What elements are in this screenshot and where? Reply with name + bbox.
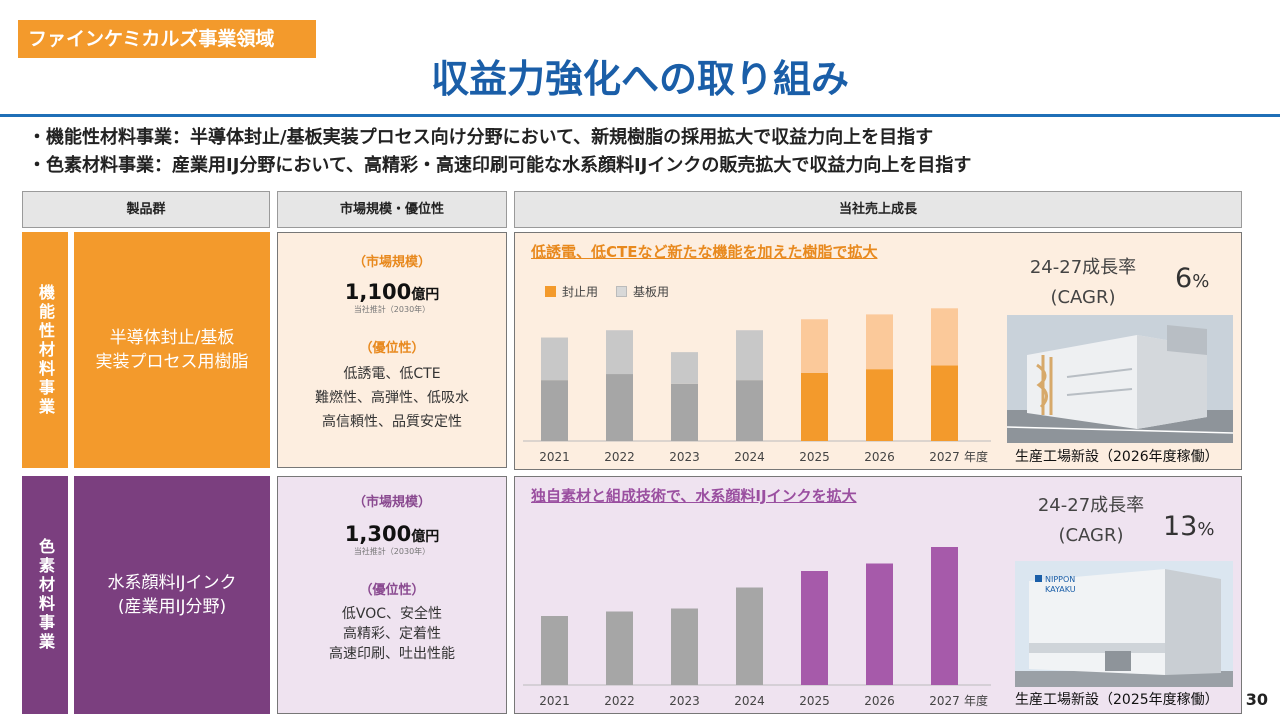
x-tick-label: 2026	[864, 694, 895, 708]
chart-bar-segment	[671, 352, 698, 384]
advantage-item: 難燃性、高弾性、低吸水	[315, 390, 469, 406]
legend-swatch	[545, 286, 556, 297]
bullet-list: ・機能性材料事業：半導体封止/基板実装プロセス向け分野において、新規樹脂の採用拡…	[28, 124, 971, 180]
chart-bar	[606, 611, 633, 685]
x-tick-label: 2024	[734, 694, 765, 708]
chart-bar-segment	[866, 369, 893, 441]
product-cell-resin: 半導体封止/基板 実装プロセス用樹脂	[74, 232, 270, 468]
chart-bar-segment	[671, 383, 698, 441]
legend-swatch	[616, 286, 628, 297]
advantage-item: 高速印刷、吐出性能	[329, 646, 455, 662]
market-size-label: （市場規模）	[352, 255, 431, 270]
section-tag: ファインケミカルズ事業領域	[18, 20, 316, 58]
factory-caption: 生産工場新設（2025年度稼働）	[1015, 692, 1219, 708]
chart-bar	[801, 571, 828, 685]
factory-image	[1007, 315, 1233, 443]
column-header-growth: 当社売上成長	[514, 191, 1242, 228]
chart-bar-segment	[866, 314, 893, 370]
x-tick-label: 2024	[734, 450, 765, 464]
product-cell-ink: 水系顔料IJインク (産業用IJ分野)	[74, 476, 270, 714]
chart-bar-segment	[801, 372, 828, 441]
x-axis-label: 年度	[964, 693, 988, 708]
category-label: 機能性材料事業	[36, 283, 55, 417]
column-header-market: 市場規模・優位性	[277, 191, 507, 228]
chart-legend: 封止用 基板用	[545, 283, 687, 300]
chart-bar	[866, 563, 893, 685]
market-cell-ink: （市場規模） 1,300億円 当社推計（2030年） （優位性） 低VOC、安全…	[277, 476, 507, 714]
chart-bar-segment	[736, 330, 763, 381]
chart-bar	[931, 547, 958, 685]
chart-bar-segment	[931, 308, 958, 366]
x-tick-label: 2026	[864, 450, 895, 464]
bar-chart-ink: 2021 2022 2023 2024 2025 2026 2027 年度	[523, 547, 991, 708]
bullet-functional-materials: ・機能性材料事業：半導体封止/基板実装プロセス向け分野において、新規樹脂の採用拡…	[28, 127, 934, 148]
growth-headline: 低誘電、低CTEなど新たな機能を加えた樹脂で拡大	[531, 243, 878, 261]
factory-image: NIPPON KAYAKU	[1015, 561, 1233, 687]
chart-bar-segment	[541, 380, 568, 441]
cagr-value: 13%	[1163, 511, 1215, 542]
legend-item-substrate: 基板用	[616, 283, 669, 300]
building-sign: KAYAKU	[1045, 585, 1076, 594]
factory-building-icon	[1007, 315, 1233, 443]
page-number: 30	[1245, 690, 1268, 709]
advantage-item: 低誘電、低CTE	[343, 366, 441, 382]
chart-bar	[541, 616, 568, 685]
chart-bar-segment	[801, 319, 828, 373]
market-size-value: 1,300億円	[344, 522, 440, 546]
cagr-label: 24-27成長率 (CAGR)	[1037, 495, 1145, 546]
building-sign: NIPPON	[1045, 575, 1075, 584]
market-cell-resin: （市場規模） 1,100億円 当社推計（2030年） （優位性） 低誘電、低CT…	[277, 232, 507, 468]
advantage-item: 低VOC、安全性	[341, 606, 443, 622]
chart-bar-segment	[931, 365, 958, 441]
advantage-item: 高精彩、定着性	[343, 626, 441, 642]
cagr-value: 6%	[1175, 263, 1210, 294]
product-name-line1: 半導体封止/基板	[109, 328, 235, 348]
advantage-label: （優位性）	[359, 583, 425, 598]
factory-caption: 生産工場新設（2026年度稼働）	[1015, 449, 1219, 465]
product-name-line2: (産業用IJ分野)	[117, 597, 227, 617]
column-header-products: 製品群	[22, 191, 270, 228]
market-size-note: 当社推計（2030年）	[353, 547, 431, 556]
cagr-label: 24-27成長率 (CAGR)	[1029, 257, 1137, 308]
x-tick-label: 2022	[604, 450, 635, 464]
chart-bar	[671, 608, 698, 685]
category-band-functional: 機能性材料事業	[22, 232, 68, 468]
x-axis-label: 年度	[964, 449, 988, 464]
x-tick-label: 2023	[669, 450, 700, 464]
growth-cell-ink: 独自素材と組成技術で、水系顔料IJインクを拡大 2021 2022 2023 2024…	[514, 476, 1242, 714]
bullet-color-materials: ・色素材料事業：産業用IJ分野において、高精彩・高速印刷可能な水系顔料IJインク…	[28, 155, 972, 176]
x-tick-label: 2021	[539, 450, 570, 464]
advantage-label: （優位性）	[359, 341, 425, 356]
bar-chart-resin: 2021 2022 2023 2024 2025 2026 2027 年度	[523, 308, 991, 464]
x-tick-label: 2025	[799, 694, 830, 708]
market-size-label: （市場規模）	[352, 495, 431, 510]
x-tick-label: 2021	[539, 694, 570, 708]
chart-bar-segment	[606, 330, 633, 375]
category-band-color: 色素材料事業	[22, 476, 68, 714]
growth-headline: 独自素材と組成技術で、水系顔料IJインクを拡大	[531, 487, 857, 505]
chart-bar-segment	[736, 380, 763, 441]
factory-building-icon: NIPPON KAYAKU	[1015, 561, 1233, 687]
market-size-note: 当社推計（2030年）	[353, 305, 431, 314]
product-name-line2: 実装プロセス用樹脂	[95, 352, 249, 372]
x-tick-label: 2023	[669, 694, 700, 708]
title-rule	[0, 114, 1280, 117]
page-title: 収益力強化への取り組み	[430, 57, 849, 101]
x-tick-label: 2022	[604, 694, 635, 708]
market-size-value: 1,100億円	[344, 280, 440, 304]
chart-bar	[736, 587, 763, 685]
advantage-item: 高信頼性、品質安定性	[322, 414, 462, 430]
x-tick-label: 2025	[799, 450, 830, 464]
legend-item-sealing: 封止用	[545, 283, 598, 300]
x-tick-label: 2027	[929, 694, 960, 708]
product-name-line1: 水系顔料IJインク	[107, 573, 237, 593]
growth-cell-resin: 低誘電、低CTEなど新たな機能を加えた樹脂で拡大 封止用 基板用 2021 202…	[514, 232, 1242, 470]
x-tick-label: 2027	[929, 450, 960, 464]
chart-bar-segment	[606, 374, 633, 441]
chart-bar-segment	[541, 337, 568, 381]
category-label: 色素材料事業	[36, 538, 55, 652]
